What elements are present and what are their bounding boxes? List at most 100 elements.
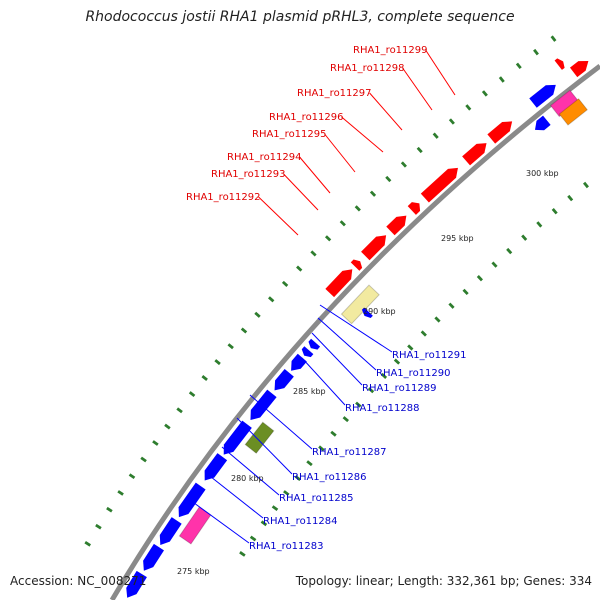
gene-label-reverse: RHA1_ro11285 [279, 493, 354, 504]
topology-summary: Topology: linear; Length: 332,361 bp; Ge… [295, 574, 592, 588]
scale-labels: 300 kbp 295 kbp 290 kbp 285 kbp 280 kbp 275 k… [177, 169, 559, 576]
gene-labels: RHA1_ro11299 RHA1_ro11298 RHA1_ro11297 RHA1… [186, 45, 467, 552]
gc-tick [393, 358, 401, 365]
gene-label-reverse: RHA1_ro11284 [263, 516, 338, 527]
gc-tick [227, 343, 234, 350]
gene-label-forward: RHA1_ro11294 [227, 152, 302, 163]
gc-tick [324, 235, 332, 242]
gc-tick [330, 430, 337, 437]
forward-gene-arrow [554, 58, 565, 70]
gc-tick [188, 391, 196, 398]
gc-tick [432, 132, 439, 139]
gc-tick [354, 205, 361, 212]
leader-line [402, 67, 433, 111]
gc-tick [416, 146, 423, 154]
gc-tick [260, 520, 268, 527]
forward-gene-arrow [361, 235, 387, 261]
leader-line [341, 116, 384, 153]
gc-tick [240, 327, 248, 334]
gc-tick [310, 250, 317, 257]
gc-tick [271, 505, 279, 512]
reverse-gene-arrow [250, 389, 277, 421]
leader-line [319, 304, 393, 353]
gc-tick [306, 460, 313, 467]
leader-line [283, 173, 319, 211]
forward-gene-arrow [407, 202, 421, 215]
leader-line [301, 357, 346, 406]
forward-gene-arrow [462, 143, 487, 166]
feature-block-orange [558, 98, 588, 126]
reverse-gene-arrow [178, 482, 206, 518]
gc-tick [281, 280, 289, 287]
scale-label: 290 kbp [363, 307, 396, 316]
leader-line [324, 133, 356, 173]
gc-tick [550, 35, 557, 42]
leader-line [205, 472, 264, 519]
reverse-gene-arrow [159, 517, 182, 545]
gc-tick [296, 265, 303, 272]
gc-tick [294, 475, 302, 482]
leader-line [369, 92, 403, 131]
gc-tick [214, 359, 221, 366]
scale-label: 275 kbp [177, 567, 210, 576]
leader-line [258, 196, 299, 236]
gc-tick [117, 490, 124, 496]
gc-tick [420, 330, 427, 337]
gc-tick [106, 506, 113, 513]
gc-tick [385, 175, 392, 183]
scale-label: 300 kbp [526, 169, 559, 178]
gc-tick [462, 288, 469, 296]
accession-text: Accession: NC_008271 [10, 574, 147, 588]
gc-tick [254, 311, 261, 318]
reverse-gene-arrow [301, 346, 314, 358]
gene-label-forward: RHA1_ro11299 [353, 45, 428, 56]
forward-gene-arrow [420, 167, 458, 203]
gene-label-reverse: RHA1_ro11287 [312, 447, 387, 458]
map-title: Rhodococcus jostii RHA1 plasmid pRHL3, c… [85, 9, 515, 25]
gc-tick [339, 220, 346, 227]
reverse-gene-arrow [529, 84, 556, 108]
gc-tick [342, 416, 349, 423]
gene-label-reverse: RHA1_ro11288 [345, 403, 420, 414]
gc-tick [140, 456, 147, 463]
reverse-gene-arrow [534, 115, 551, 131]
plasmid-backbone [109, 64, 600, 600]
gene-label-reverse: RHA1_ro11291 [392, 350, 467, 361]
gc-tick [152, 440, 159, 446]
leader-line [236, 417, 293, 475]
gc-tick [476, 275, 483, 282]
reverse-gene-arrow [204, 453, 228, 481]
reverse-gene-arrow [291, 353, 307, 371]
gc-tick [201, 375, 208, 381]
gc-tick [369, 190, 377, 197]
forward-gene-arrow [569, 61, 589, 78]
reverse-gene-arrow [143, 543, 164, 571]
scale-label: 295 kbp [441, 234, 474, 243]
gc-tick [268, 296, 275, 303]
gc-tick [567, 194, 574, 202]
forward-gene-arrow [325, 269, 353, 298]
gc-tick [318, 445, 325, 452]
gene-label-forward: RHA1_ro11296 [269, 112, 344, 123]
features-layer [178, 89, 588, 545]
gene-label-forward: RHA1_ro11293 [211, 169, 286, 180]
gc-tick [400, 161, 407, 168]
gc-tick [448, 118, 455, 125]
gc-tick [367, 387, 375, 394]
gc-tick [506, 247, 513, 255]
leader-line [249, 394, 313, 450]
gc-tick [407, 344, 414, 351]
gc-tick [355, 401, 362, 408]
forward-gene-arrow [487, 121, 513, 144]
gc-tick [283, 490, 290, 496]
gc-tick [95, 523, 102, 530]
gc-tick [465, 104, 472, 111]
leader-line [189, 499, 250, 544]
gc-tick [176, 407, 183, 414]
gc-tick [164, 423, 171, 430]
gc-tick [84, 541, 91, 547]
forward-gene-arrow [386, 215, 407, 236]
gene-label-reverse: RHA1_ro11289 [362, 383, 437, 394]
forward-gene-arrow [350, 259, 363, 271]
gc-tick [533, 48, 539, 56]
